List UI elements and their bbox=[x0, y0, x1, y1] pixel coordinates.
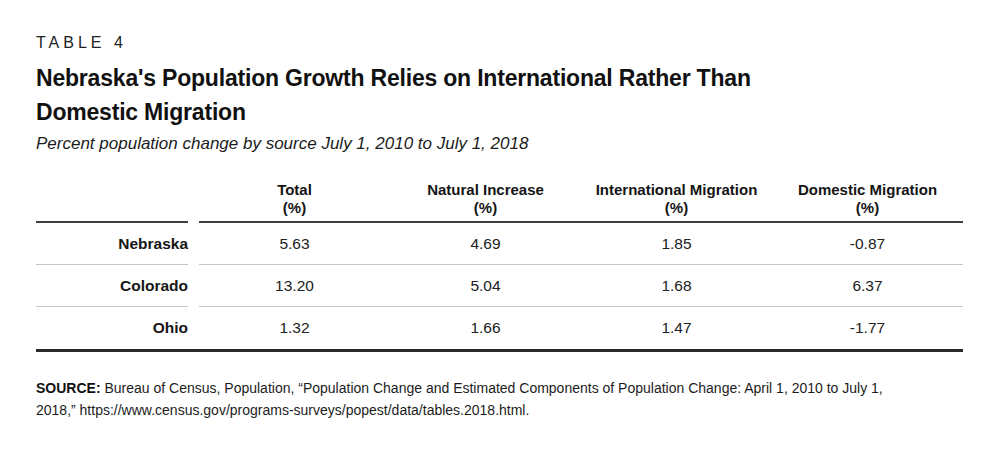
column-header-unit: (%) bbox=[856, 199, 879, 217]
cell-value: 13.20 bbox=[199, 265, 390, 306]
table-title: Nebraska's Population Growth Relies on I… bbox=[36, 61, 964, 129]
source-label: SOURCE: bbox=[36, 380, 101, 396]
cell-value: 4.69 bbox=[390, 223, 581, 264]
cell-value: 1.85 bbox=[581, 223, 772, 264]
column-header-domestic-migration: Domestic Migration (%) bbox=[772, 181, 963, 221]
report-table-page: TABLE 4 Nebraska's Population Growth Rel… bbox=[0, 0, 1000, 421]
cell-value: 6.37 bbox=[772, 265, 963, 306]
header-data-group: Total (%) Natural Increase (%) Internati… bbox=[199, 181, 963, 223]
table-subtitle: Percent population change by source July… bbox=[36, 133, 964, 154]
row-data-group: 13.20 5.04 1.68 6.37 bbox=[199, 265, 963, 307]
source-note: SOURCE: Bureau of Census, Population, “P… bbox=[36, 377, 924, 421]
column-header-total: Total (%) bbox=[199, 181, 390, 221]
row-data-group: 5.63 4.69 1.85 -0.87 bbox=[199, 223, 963, 265]
column-header-label: Total bbox=[277, 181, 312, 199]
table-header-row: Total (%) Natural Increase (%) Internati… bbox=[36, 181, 963, 223]
table-row-colorado: Colorado 13.20 5.04 1.68 6.37 bbox=[36, 265, 963, 307]
cell-value: 5.04 bbox=[390, 265, 581, 306]
cell-value: 5.63 bbox=[199, 223, 390, 264]
cell-value: 1.68 bbox=[581, 265, 772, 306]
table-title-line-2: Domestic Migration bbox=[36, 95, 964, 129]
cell-value: 1.32 bbox=[199, 307, 390, 349]
column-header-unit: (%) bbox=[474, 199, 497, 217]
data-table: Total (%) Natural Increase (%) Internati… bbox=[36, 181, 963, 352]
table-bottom-rule bbox=[36, 349, 963, 352]
column-header-label: Domestic Migration bbox=[798, 181, 937, 199]
cell-value: -1.77 bbox=[772, 307, 963, 349]
row-label: Ohio bbox=[36, 307, 188, 349]
column-header-unit: (%) bbox=[665, 199, 688, 217]
table-row-ohio: Ohio 1.32 1.66 1.47 -1.77 bbox=[36, 307, 963, 349]
column-header-label: International Migration bbox=[596, 181, 758, 199]
source-text: Bureau of Census, Population, “Populatio… bbox=[36, 380, 883, 418]
row-label: Nebraska bbox=[36, 223, 188, 265]
column-header-international-migration: International Migration (%) bbox=[581, 181, 772, 221]
row-label: Colorado bbox=[36, 265, 188, 307]
table-number-kicker: TABLE 4 bbox=[36, 33, 964, 53]
header-row-label-spacer bbox=[36, 181, 188, 223]
cell-value: -0.87 bbox=[772, 223, 963, 264]
cell-value: 1.47 bbox=[581, 307, 772, 349]
table-title-line-1: Nebraska's Population Growth Relies on I… bbox=[36, 61, 964, 95]
column-header-natural-increase: Natural Increase (%) bbox=[390, 181, 581, 221]
cell-value: 1.66 bbox=[390, 307, 581, 349]
column-header-label: Natural Increase bbox=[427, 181, 544, 199]
column-header-unit: (%) bbox=[283, 199, 306, 217]
table-row-nebraska: Nebraska 5.63 4.69 1.85 -0.87 bbox=[36, 223, 963, 265]
row-data-group: 1.32 1.66 1.47 -1.77 bbox=[199, 307, 963, 349]
